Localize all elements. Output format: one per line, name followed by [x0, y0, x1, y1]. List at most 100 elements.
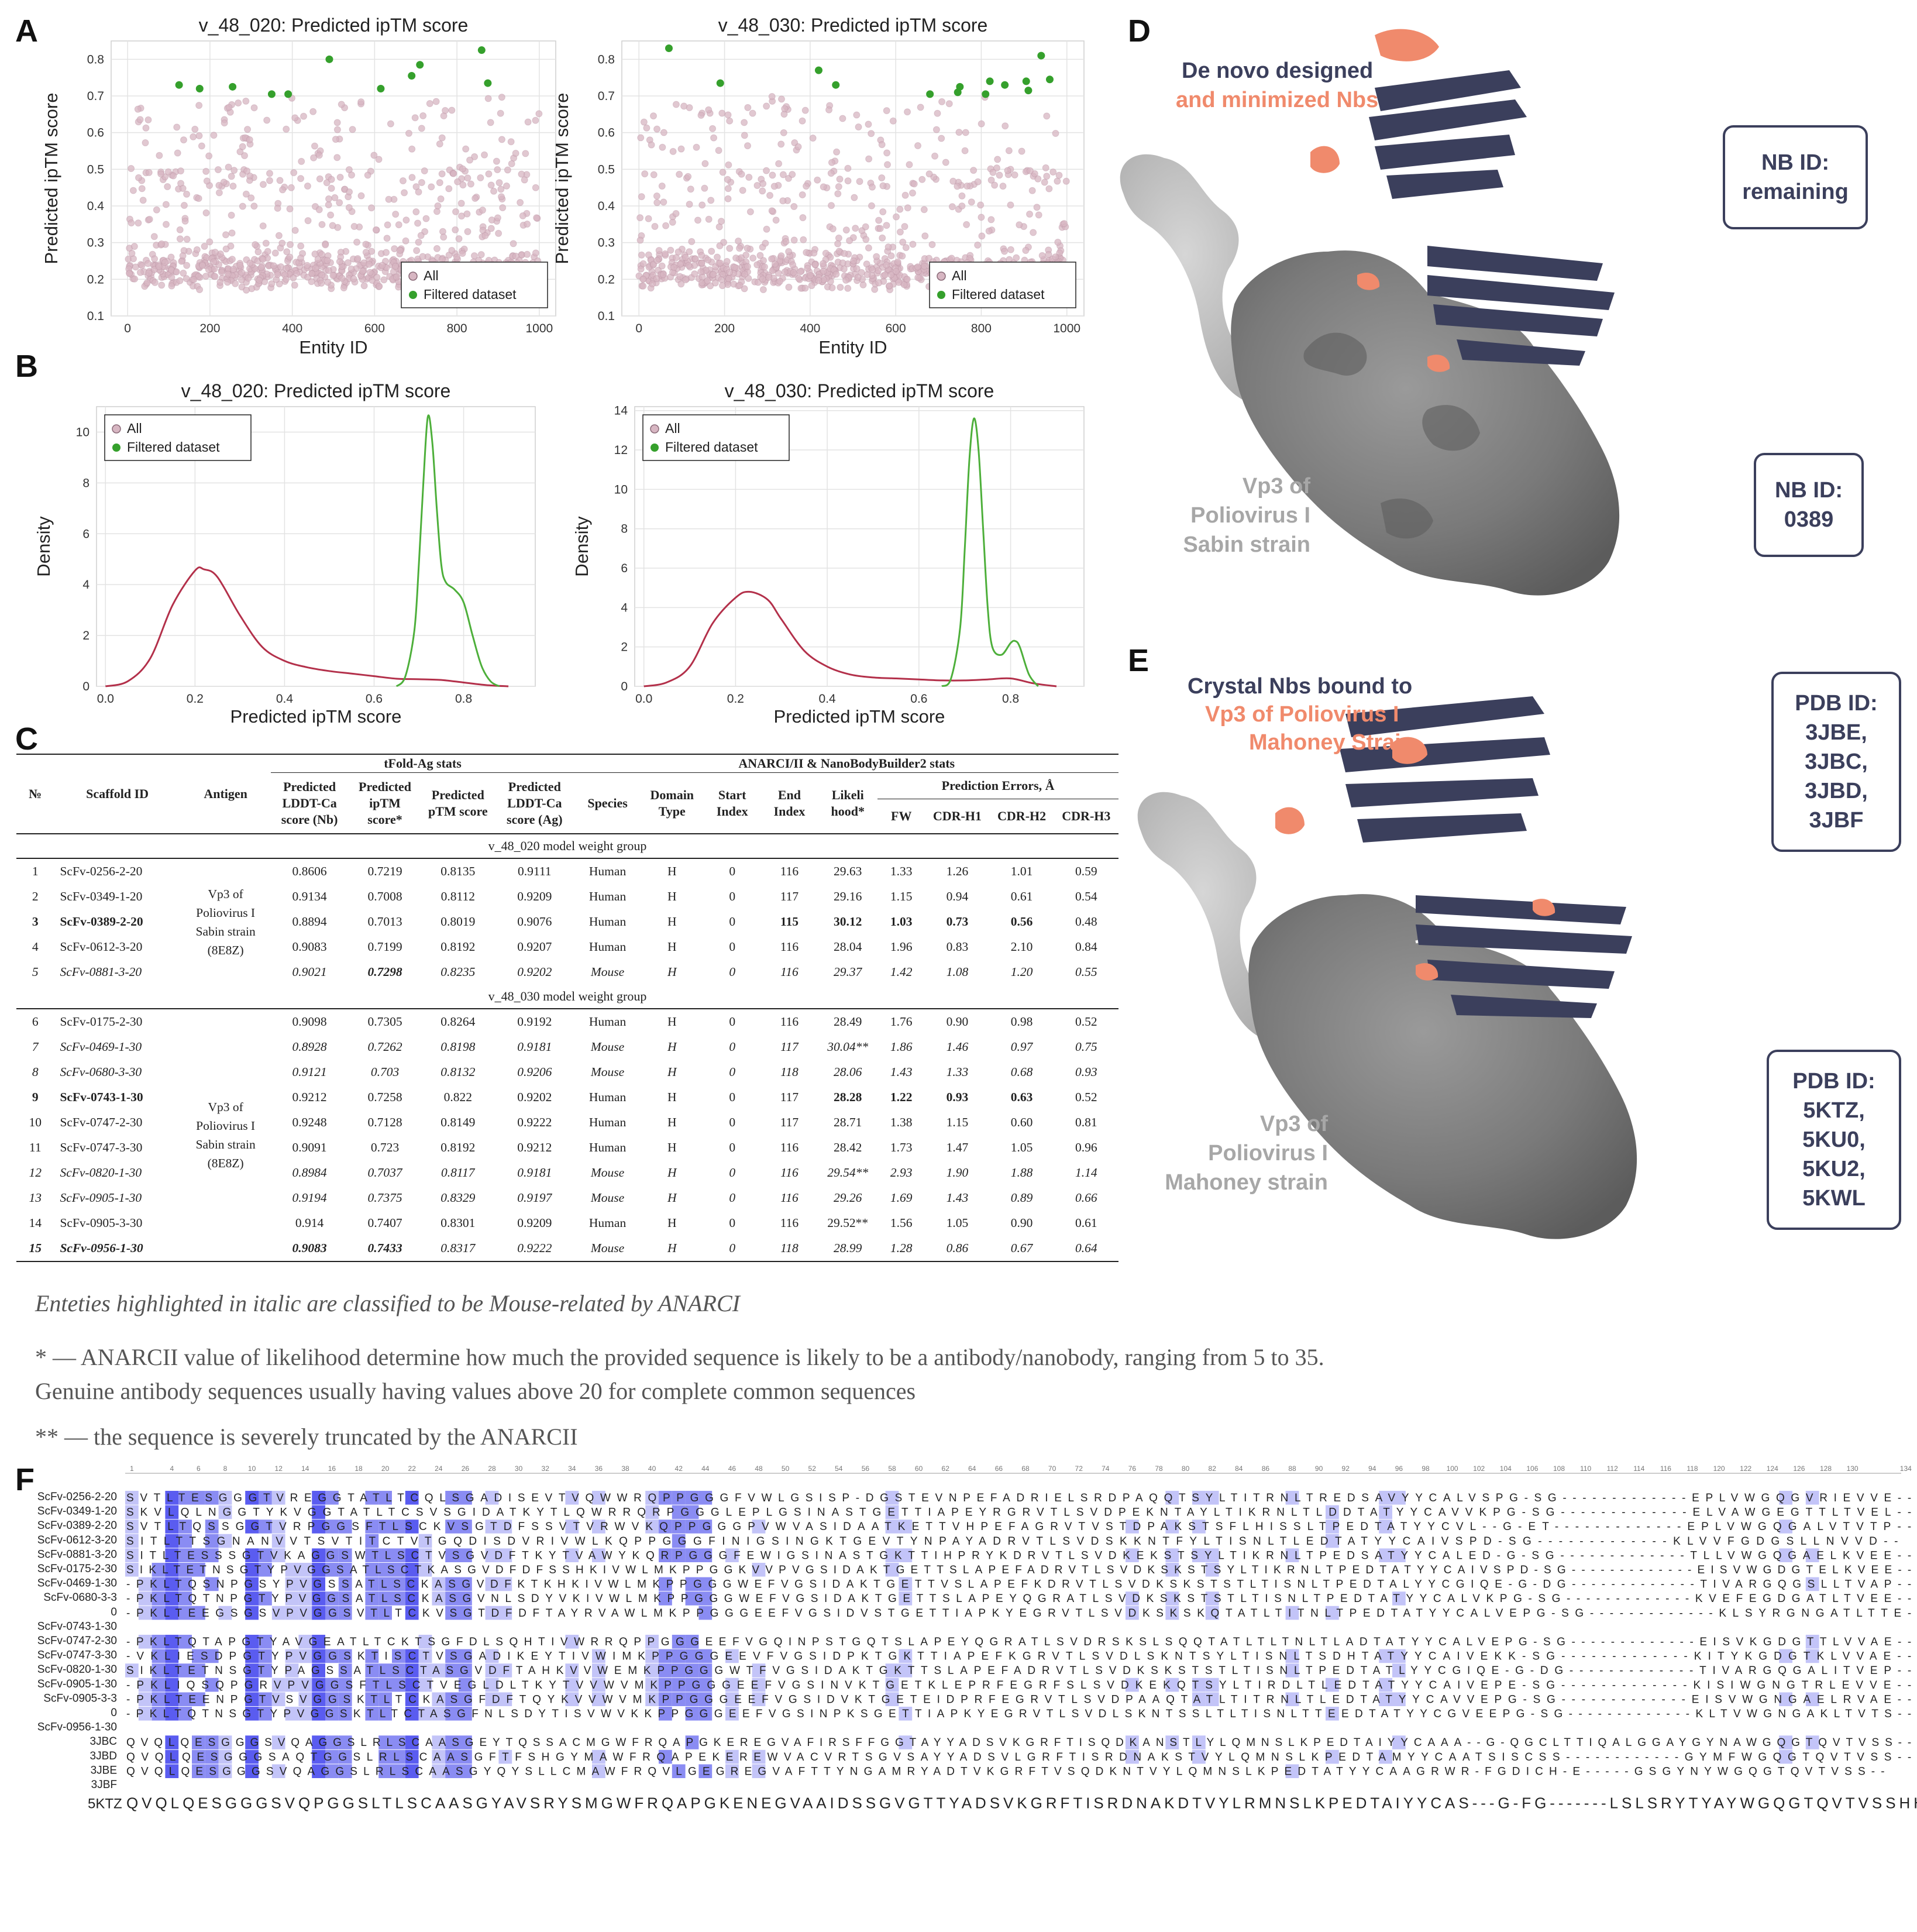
x-axis-label: Predicted ipTM score [774, 706, 945, 727]
table-cell: 0.9206 [517, 1065, 552, 1079]
alignment-label: 0 [111, 1606, 117, 1618]
all-point [333, 154, 341, 161]
conservation-cell [178, 1577, 192, 1591]
all-point [246, 136, 253, 143]
all-point [850, 257, 858, 264]
all-point [801, 284, 809, 292]
conservation-cell [498, 1520, 512, 1534]
table-cell: 28.71 [834, 1115, 862, 1129]
ruler-tick: 8 [223, 1465, 228, 1473]
all-point [736, 281, 744, 289]
y-tick-label: 0.8 [598, 53, 615, 66]
all-point [991, 181, 999, 189]
all-point [180, 269, 187, 277]
filtered-point [477, 46, 486, 54]
all-point [1007, 201, 1014, 209]
table-cell: 1.47 [946, 1140, 969, 1154]
all-point [222, 245, 230, 253]
table-cell: 0.8132 [440, 1065, 476, 1079]
conservation-cell [285, 1707, 299, 1721]
all-point [132, 263, 139, 271]
conservation-cell [659, 1707, 672, 1721]
all-point [724, 176, 731, 183]
conservation-cell [259, 1591, 272, 1606]
all-point [745, 174, 753, 181]
all-point [1052, 253, 1059, 261]
all-point [917, 104, 924, 111]
x-tick-label: 0.8 [1002, 692, 1019, 706]
conservation-cell [178, 1520, 192, 1534]
all-point [653, 125, 661, 133]
all-point [438, 170, 446, 178]
table-cell: 0.9222 [517, 1115, 552, 1129]
all-point [228, 173, 235, 180]
all-point [259, 181, 267, 188]
ruler-tick: 90 [1315, 1465, 1323, 1473]
ruler-tick: 24 [435, 1465, 443, 1473]
conservation-cell [1126, 1520, 1139, 1534]
e-box-5k: PDB ID: 5KTZ, 5KU0, 5KU2, 5KWL [1767, 1050, 1901, 1230]
conservation-cell [698, 1707, 713, 1721]
table-cell: 0.7305 [367, 1015, 402, 1029]
table-cell: H [667, 940, 677, 954]
table-cell: 0.914 [295, 1216, 324, 1230]
all-point [375, 156, 383, 163]
conservation-cell [1392, 1548, 1406, 1562]
all-point [360, 282, 368, 290]
all-point [855, 123, 862, 130]
all-point [1001, 247, 1009, 255]
all-point [195, 102, 203, 109]
table-cell: 0.7013 [367, 915, 402, 929]
all-point [641, 170, 649, 178]
all-point [987, 176, 995, 184]
all-point [844, 284, 852, 292]
all-point [315, 152, 323, 159]
all-point [841, 250, 848, 257]
conservation-cell [645, 1692, 659, 1706]
all-point [636, 214, 644, 222]
all-point [759, 286, 767, 294]
conservation-cell [325, 1735, 339, 1749]
all-point [865, 244, 872, 252]
all-point [214, 166, 222, 173]
legend-marker-all [408, 271, 418, 281]
conservation-cell [178, 1491, 192, 1505]
table-cell: 6 [32, 1015, 39, 1029]
conservation-cell [752, 1764, 766, 1778]
conservation-cell [1126, 1677, 1139, 1692]
all-point [895, 279, 903, 286]
conservation-cell [165, 1649, 179, 1663]
table-cell: 5 [32, 965, 39, 979]
x-axis-label: Entity ID [818, 337, 887, 357]
ruler-tick: 16 [328, 1465, 336, 1473]
conservation-cell [685, 1677, 699, 1692]
alignment-label: ScFv-0349-1-20 [37, 1505, 117, 1518]
conservation-cell [378, 1606, 392, 1620]
all-point [650, 112, 658, 120]
table-cell: 0 [729, 1065, 736, 1079]
all-point [164, 168, 172, 176]
all-point [883, 107, 890, 115]
table-cell: 1.20 [1010, 965, 1033, 979]
all-point [286, 253, 294, 261]
conservation-cell [245, 1606, 259, 1620]
conservation-cell [1126, 1548, 1139, 1562]
conservation-cell [459, 1606, 472, 1620]
all-point [649, 280, 656, 288]
structure-e [1137, 662, 1650, 1239]
table-cell: 0.67 [1010, 1241, 1033, 1255]
y-tick-label: 0.2 [598, 273, 615, 286]
all-point [135, 174, 142, 181]
conservation-cell [245, 1692, 259, 1706]
all-point [736, 245, 744, 252]
col-likelihood: Likeli hood* [831, 787, 865, 819]
all-point [202, 167, 210, 175]
table-cell: 0.9181 [517, 1166, 552, 1180]
all-point [914, 263, 921, 271]
table-cell: 0 [729, 864, 736, 878]
table-cell: 0 [729, 940, 736, 954]
conservation-cell [138, 1707, 152, 1721]
all-point [1030, 229, 1037, 236]
all-point [224, 270, 232, 278]
conservation-cell [459, 1663, 472, 1677]
